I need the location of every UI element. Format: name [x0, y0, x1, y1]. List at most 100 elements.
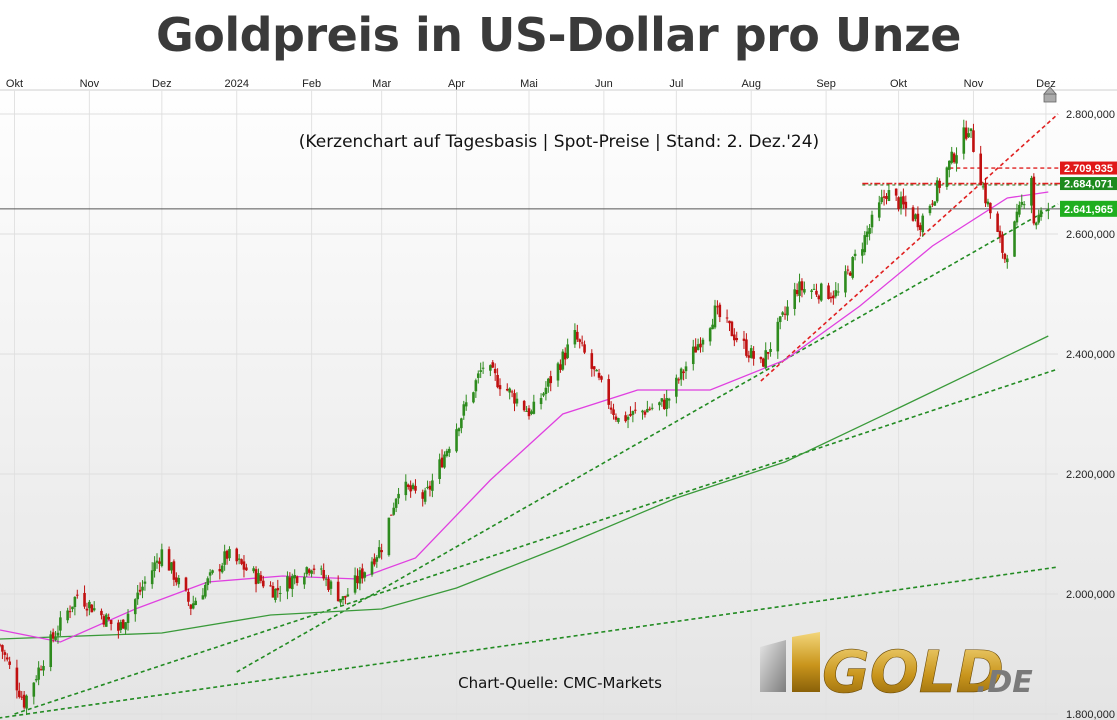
- candle: [716, 300, 719, 315]
- candle: [307, 568, 311, 576]
- candle: [305, 566, 309, 578]
- candle: [578, 338, 582, 349]
- candle: [71, 606, 74, 613]
- candle: [472, 391, 475, 404]
- candle: [1013, 220, 1016, 257]
- candle: [421, 489, 425, 507]
- candle: [220, 562, 224, 574]
- candle: [708, 326, 712, 346]
- candle: [288, 572, 292, 589]
- candle: [310, 569, 313, 578]
- candle: [665, 390, 668, 417]
- candle: [443, 451, 446, 469]
- chart-subtitle: (Kerzenchart auf Tagesbasis | Spot-Preis…: [299, 132, 819, 152]
- candle: [428, 481, 432, 497]
- price-tick-label: 1.800,000: [1066, 709, 1115, 720]
- candle: [261, 575, 265, 589]
- candle: [344, 595, 347, 605]
- green-trendline: [236, 203, 1059, 673]
- candle: [457, 427, 461, 437]
- candle: [829, 292, 833, 303]
- candle: [515, 392, 519, 407]
- month-tick-label: Dez: [152, 78, 172, 90]
- candle: [542, 392, 545, 398]
- candle: [812, 283, 816, 290]
- candle: [682, 369, 685, 381]
- candle: [919, 222, 922, 237]
- candle: [728, 320, 731, 332]
- candle: [899, 191, 903, 215]
- candle: [276, 579, 280, 598]
- candle: [870, 210, 874, 234]
- candle: [361, 563, 364, 584]
- candle: [532, 394, 536, 415]
- candle: [981, 182, 985, 190]
- candle: [22, 690, 26, 710]
- candle: [675, 374, 678, 404]
- candle: [0, 643, 2, 648]
- candlestick-chart: Okt Nov Dez 2024 Feb Mar Apr Mai Jun Jul Aug Sep Okt…: [0, 72, 1117, 720]
- candle: [549, 370, 553, 392]
- month-tick-label: Nov: [80, 78, 100, 90]
- candle: [597, 368, 601, 381]
- candle: [390, 514, 393, 516]
- candle: [662, 393, 666, 410]
- candle: [172, 559, 176, 587]
- scroll-to-end-icon[interactable]: [1043, 86, 1057, 103]
- candle: [955, 147, 958, 172]
- candle: [271, 582, 275, 598]
- candle: [155, 553, 159, 569]
- candle: [643, 409, 647, 418]
- price-tags: 2.709,935 2.684,071 2.641,965: [1060, 161, 1117, 217]
- candle: [460, 417, 463, 434]
- candle: [815, 283, 818, 297]
- candle: [440, 449, 444, 469]
- red-trendline: [760, 113, 1059, 382]
- candle: [358, 566, 362, 591]
- candle: [153, 556, 156, 578]
- candle: [104, 613, 108, 627]
- candle: [861, 242, 864, 264]
- x-axis: Okt Nov Dez 2024 Feb Mar Apr Mai Jun Jul Aug Sep Okt…: [6, 78, 1056, 90]
- candle: [810, 288, 813, 299]
- candle: [694, 338, 697, 353]
- sma-fast-line: [0, 191, 1049, 643]
- candle: [539, 393, 543, 410]
- chart-source: Chart-Quelle: CMC-Markets: [458, 674, 662, 692]
- candle: [984, 177, 987, 208]
- candle: [508, 387, 511, 400]
- candle: [392, 502, 396, 516]
- candle: [612, 403, 615, 420]
- candle: [39, 665, 43, 671]
- candle: [916, 206, 920, 231]
- grid: [0, 89, 1117, 720]
- candle: [141, 580, 144, 599]
- candle: [607, 374, 611, 409]
- candle: [109, 619, 113, 631]
- candle: [411, 482, 415, 491]
- plot-background: [0, 72, 1117, 720]
- price-tag: 2.641,965: [1060, 200, 1117, 217]
- series-lines: [0, 113, 1060, 719]
- candle: [626, 414, 630, 429]
- candle: [904, 195, 908, 217]
- candle: [218, 564, 222, 580]
- candle: [914, 213, 917, 222]
- candle: [566, 338, 569, 360]
- price-tick-label: 2.600,000: [1066, 229, 1115, 241]
- price-tag-label: 2.709,935: [1064, 163, 1113, 175]
- candle: [505, 383, 509, 392]
- logo-text: GOLD: [822, 638, 1004, 706]
- candle: [786, 300, 789, 321]
- candle: [423, 487, 427, 505]
- candle: [491, 360, 495, 369]
- month-tick-label: Okt: [890, 78, 907, 90]
- candle: [175, 572, 178, 586]
- candle: [865, 225, 869, 245]
- candle: [648, 406, 652, 411]
- candle: [431, 473, 434, 498]
- month-tick-label: Feb: [302, 78, 321, 90]
- candle: [769, 342, 772, 357]
- candle: [187, 588, 190, 607]
- candle: [170, 561, 173, 574]
